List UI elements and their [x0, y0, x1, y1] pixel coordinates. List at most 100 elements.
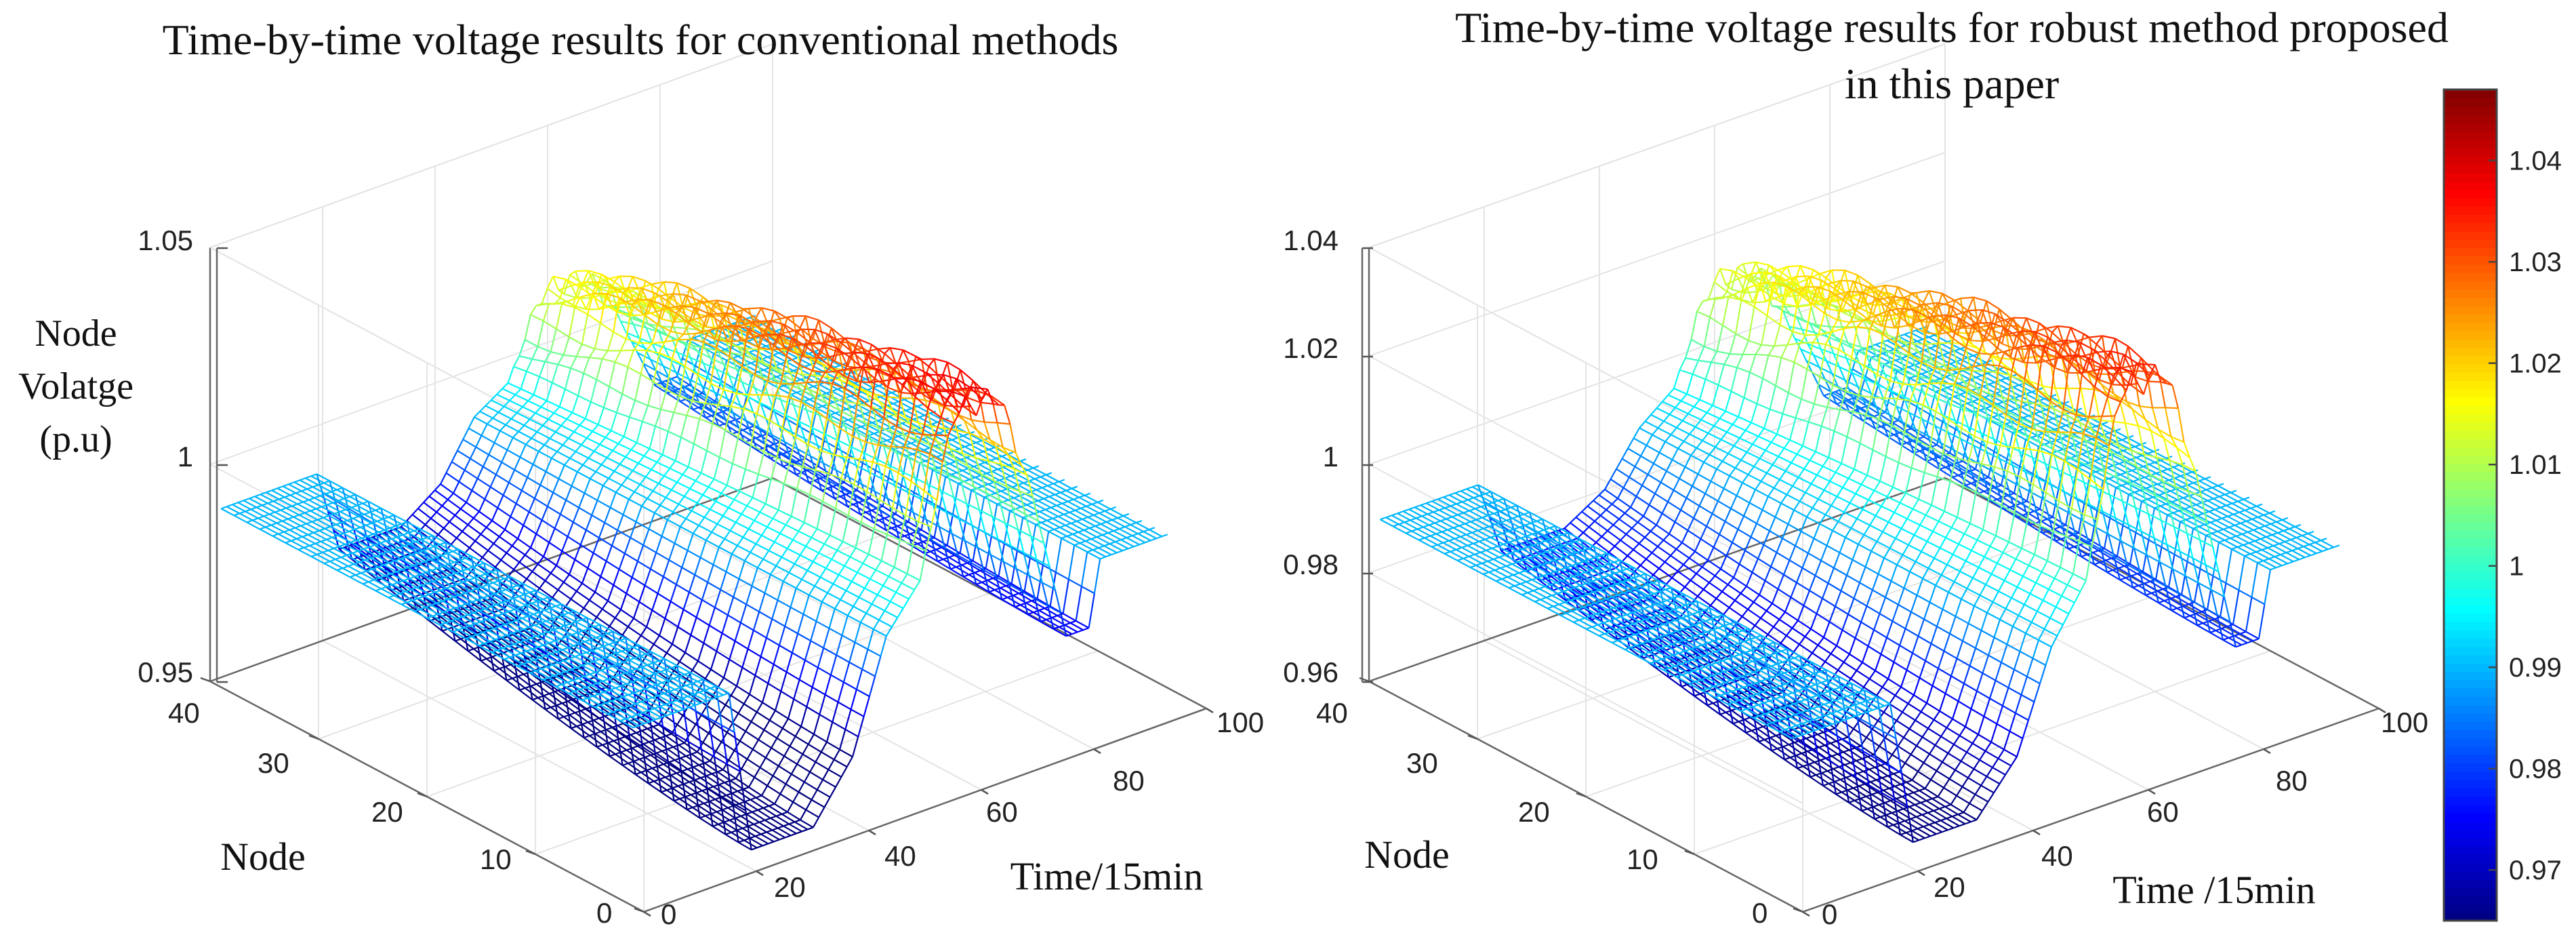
mesh-segment — [575, 444, 582, 452]
mesh-segment — [600, 322, 614, 333]
mesh-segment — [723, 677, 737, 687]
mesh-segment — [747, 630, 754, 649]
mesh-segment — [558, 464, 565, 479]
mesh-segment — [794, 436, 809, 445]
mesh-segment — [718, 423, 725, 427]
mesh-segment — [694, 557, 701, 576]
mesh-segment — [735, 513, 742, 523]
chart-title-conventional: Time-by-time voltage results for convent… — [163, 16, 1119, 64]
mesh-segment — [504, 516, 512, 530]
mesh-segment — [743, 408, 757, 415]
mesh-segment — [797, 357, 811, 365]
mesh-segment — [495, 462, 503, 475]
mesh-segment — [613, 584, 627, 595]
mesh-segment — [624, 298, 638, 303]
mesh-segment — [724, 530, 731, 540]
mesh-segment — [651, 281, 665, 285]
mesh-segment — [679, 660, 693, 671]
mesh-segment — [454, 515, 469, 525]
mesh-segment — [310, 475, 325, 484]
mesh-segment — [556, 444, 564, 452]
z-tick-1: 1 — [178, 441, 193, 473]
mesh-segment — [316, 473, 323, 494]
mesh-segment — [316, 473, 330, 482]
mesh-segment — [627, 350, 634, 367]
mesh-segment — [289, 529, 303, 538]
mesh-segment — [559, 500, 567, 515]
mesh-segment — [652, 483, 659, 492]
mesh-segment — [569, 458, 584, 466]
mesh-segment — [626, 470, 634, 479]
mesh-segment — [672, 643, 686, 654]
mesh-segment — [567, 300, 574, 306]
mesh-segment — [312, 486, 327, 495]
mesh-segment — [533, 394, 548, 402]
mesh-segment — [636, 421, 643, 443]
mesh-segment — [616, 412, 630, 418]
mesh-segment — [507, 366, 514, 384]
mesh-segment — [512, 545, 526, 556]
mesh-segment — [732, 462, 746, 470]
mesh-segment — [660, 389, 668, 410]
mesh-segment — [674, 388, 688, 398]
mesh-segment — [464, 469, 478, 479]
mesh-segment — [289, 494, 304, 503]
mesh-segment — [645, 468, 652, 478]
mesh-segment — [772, 517, 786, 526]
mesh-segment — [854, 352, 861, 368]
mesh-segment — [779, 644, 793, 654]
mesh-segment — [365, 524, 380, 533]
mesh-segment — [703, 362, 717, 370]
mesh-segment — [810, 342, 824, 344]
mesh-segment — [733, 491, 741, 500]
axis-edge — [209, 477, 773, 683]
mesh-segment — [711, 523, 718, 533]
mesh-segment — [343, 532, 357, 541]
mesh-segment — [740, 622, 754, 631]
mesh-segment — [668, 377, 682, 386]
mesh-segment — [762, 558, 777, 567]
z-tick-0.95: 0.95 — [138, 656, 193, 688]
mesh-segment — [579, 418, 586, 426]
mesh-segment — [474, 416, 488, 425]
mesh-segment — [293, 516, 307, 525]
mesh-segment — [693, 418, 701, 445]
mesh-segment — [761, 534, 775, 543]
mesh-segment — [411, 508, 419, 515]
mesh-segment — [579, 529, 587, 545]
mesh-segment — [632, 576, 646, 586]
mesh-segment — [743, 694, 750, 704]
mesh-segment — [690, 634, 704, 644]
mesh-segment — [531, 431, 538, 439]
mesh-segment — [691, 344, 699, 353]
mesh-segment — [563, 354, 577, 358]
mesh-segment — [651, 462, 658, 470]
mesh-segment — [516, 412, 531, 420]
mesh-segment — [434, 489, 449, 500]
mesh-segment — [532, 451, 539, 465]
mesh-segment — [617, 311, 631, 317]
mesh-segment — [296, 538, 310, 546]
mesh-segment — [791, 515, 805, 523]
mesh-segment — [536, 431, 550, 439]
mesh-segment — [265, 526, 279, 535]
mesh-segment — [660, 325, 668, 336]
mesh-segment — [655, 369, 670, 379]
mesh-segment — [620, 290, 628, 304]
mesh-segment — [395, 525, 409, 534]
mesh-segment — [449, 515, 456, 523]
mesh-segment — [593, 552, 607, 562]
mesh-segment — [749, 694, 763, 704]
mesh-segment — [493, 442, 508, 451]
mesh-segment — [795, 578, 803, 589]
mesh-segment — [512, 431, 519, 439]
mesh-segment — [760, 637, 767, 657]
mesh-segment — [602, 386, 611, 408]
mesh-segment — [640, 287, 648, 300]
mesh-segment — [811, 536, 825, 545]
mesh-segment — [725, 553, 733, 572]
mesh-segment — [613, 331, 627, 340]
mesh-segment — [581, 314, 589, 344]
mesh-segment — [687, 443, 695, 467]
mesh-segment — [661, 535, 676, 544]
